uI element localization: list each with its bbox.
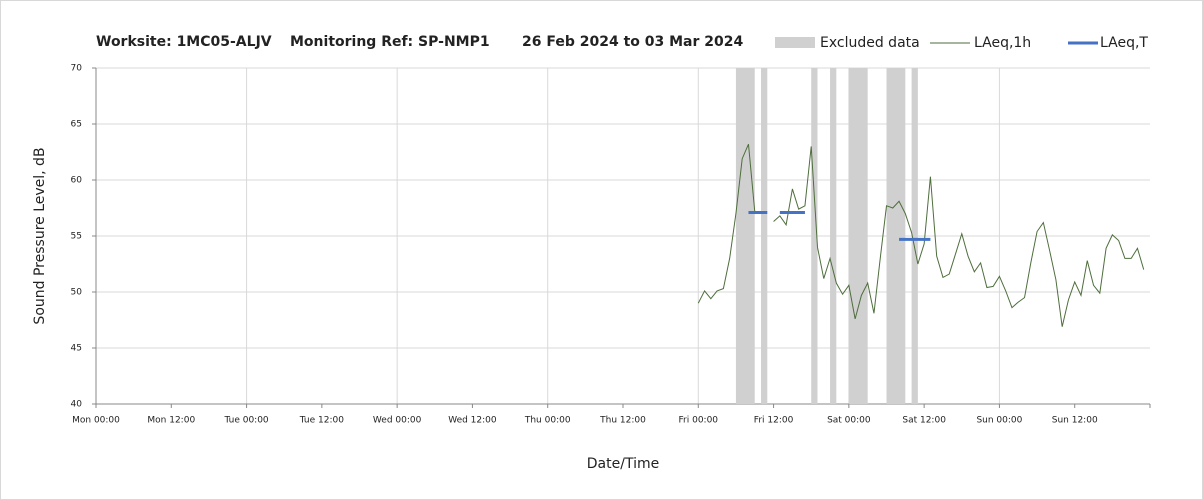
excluded-band [830,68,837,404]
legend-swatch-excluded [775,37,815,48]
x-tick-label: Tue 12:00 [299,416,344,426]
y-tick-label: 65 [71,120,82,130]
x-tick-label: Sun 12:00 [1052,416,1098,426]
x-tick-label: Sat 12:00 [902,416,946,426]
legend-label: LAeq,T [1100,35,1148,51]
x-tick-label: Fri 00:00 [679,416,719,426]
x-tick-label: Mon 00:00 [72,416,120,426]
y-axis-label: Sound Pressure Level, dB [32,147,48,324]
x-tick-label: Sun 00:00 [976,416,1022,426]
x-tick-label: Tue 00:00 [223,416,268,426]
excluded-band [761,68,768,404]
y-tick-label: 60 [71,176,83,186]
legend-label: LAeq,1h [974,35,1031,51]
x-tick-label: Sat 00:00 [827,416,871,426]
x-tick-label: Thu 00:00 [524,416,571,426]
title-dates: 26 Feb 2024 to 03 Mar 2024 [522,34,744,50]
x-tick-label: Mon 12:00 [147,416,195,426]
excluded-band [735,68,755,404]
x-tick-label: Fri 12:00 [754,416,794,426]
y-tick-label: 55 [71,232,82,242]
excluded-band [911,68,918,404]
y-tick-label: 45 [71,344,82,354]
title-ref: Monitoring Ref: SP-NMP1 [290,34,490,50]
x-tick-label: Wed 12:00 [448,416,497,426]
excluded-band [848,68,868,404]
x-axis-label: Date/Time [587,456,659,472]
y-tick-label: 50 [71,288,83,298]
series-line [697,143,1145,327]
legend-label: Excluded data [820,35,920,51]
excluded-band [811,68,818,404]
x-tick-label: Thu 12:00 [599,416,646,426]
y-tick-label: 40 [71,400,83,410]
x-tick-label: Wed 00:00 [373,416,422,426]
title-worksite: Worksite: 1MC05-ALJV [96,34,272,50]
y-tick-label: 70 [71,64,83,74]
excluded-band [886,68,906,404]
